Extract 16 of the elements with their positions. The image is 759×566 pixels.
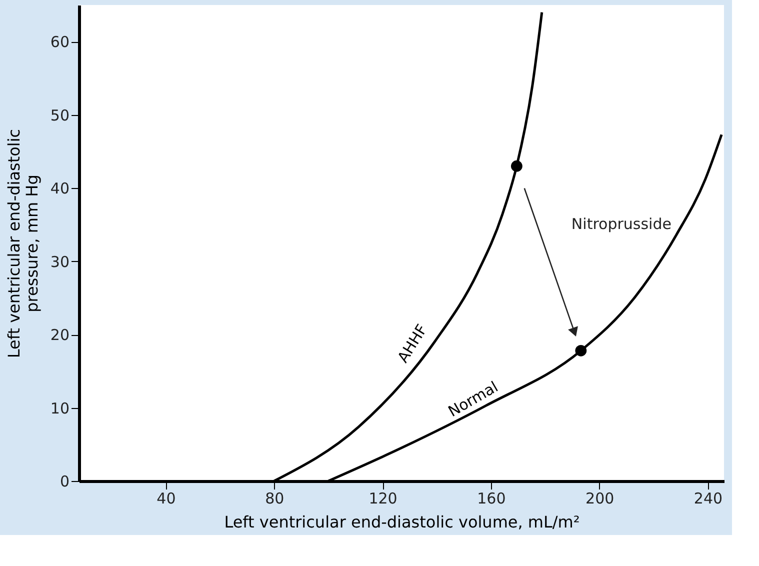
y-tick-label: 0 xyxy=(60,472,70,490)
y-tick-label: 10 xyxy=(50,399,70,418)
y-tick-label: 40 xyxy=(50,180,70,198)
y-tick-label: 20 xyxy=(50,326,70,344)
x-axis-title: Left ventricular end-diastolic volume, mL/m² xyxy=(224,512,580,532)
x-tick-label: 240 xyxy=(694,490,723,508)
x-tick-label: 40 xyxy=(156,490,176,508)
y-tick-label: 30 xyxy=(50,252,70,271)
x-tick-label: 80 xyxy=(265,490,284,508)
x-tick-label: 120 xyxy=(368,490,398,508)
y-tick-label: 60 xyxy=(50,33,70,52)
y-axis-title: Left ventricular end-diastolic pressure, mm Hg xyxy=(4,128,42,358)
x-tick-label: 160 xyxy=(477,490,506,508)
y-tick-label: 50 xyxy=(50,106,70,124)
annotation: Nitroprusside xyxy=(571,215,672,234)
x-tick-label: 200 xyxy=(586,490,614,508)
